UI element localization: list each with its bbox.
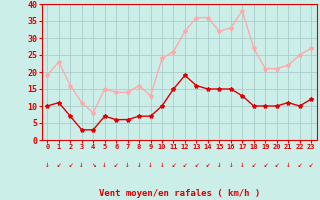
Text: ↓: ↓ bbox=[286, 160, 291, 169]
Text: ↙: ↙ bbox=[274, 160, 279, 169]
Text: ↙: ↙ bbox=[171, 160, 176, 169]
Text: ↓: ↓ bbox=[240, 160, 244, 169]
Text: ↙: ↙ bbox=[205, 160, 210, 169]
Text: ↓: ↓ bbox=[217, 160, 222, 169]
Text: ↘: ↘ bbox=[91, 160, 95, 169]
Text: ↓: ↓ bbox=[45, 160, 50, 169]
Text: ↙: ↙ bbox=[57, 160, 61, 169]
Text: Vent moyen/en rafales ( km/h ): Vent moyen/en rafales ( km/h ) bbox=[99, 189, 260, 198]
Text: ↓: ↓ bbox=[228, 160, 233, 169]
Text: ↓: ↓ bbox=[160, 160, 164, 169]
Text: ↓: ↓ bbox=[148, 160, 153, 169]
Text: ↙: ↙ bbox=[309, 160, 313, 169]
Text: ↙: ↙ bbox=[263, 160, 268, 169]
Text: ↙: ↙ bbox=[252, 160, 256, 169]
Text: ↙: ↙ bbox=[194, 160, 199, 169]
Text: ↙: ↙ bbox=[297, 160, 302, 169]
Text: ↓: ↓ bbox=[102, 160, 107, 169]
Text: ↙: ↙ bbox=[114, 160, 118, 169]
Text: ↓: ↓ bbox=[79, 160, 84, 169]
Text: ↙: ↙ bbox=[183, 160, 187, 169]
Text: ↓: ↓ bbox=[125, 160, 130, 169]
Text: ↙: ↙ bbox=[68, 160, 73, 169]
Text: ↓: ↓ bbox=[137, 160, 141, 169]
